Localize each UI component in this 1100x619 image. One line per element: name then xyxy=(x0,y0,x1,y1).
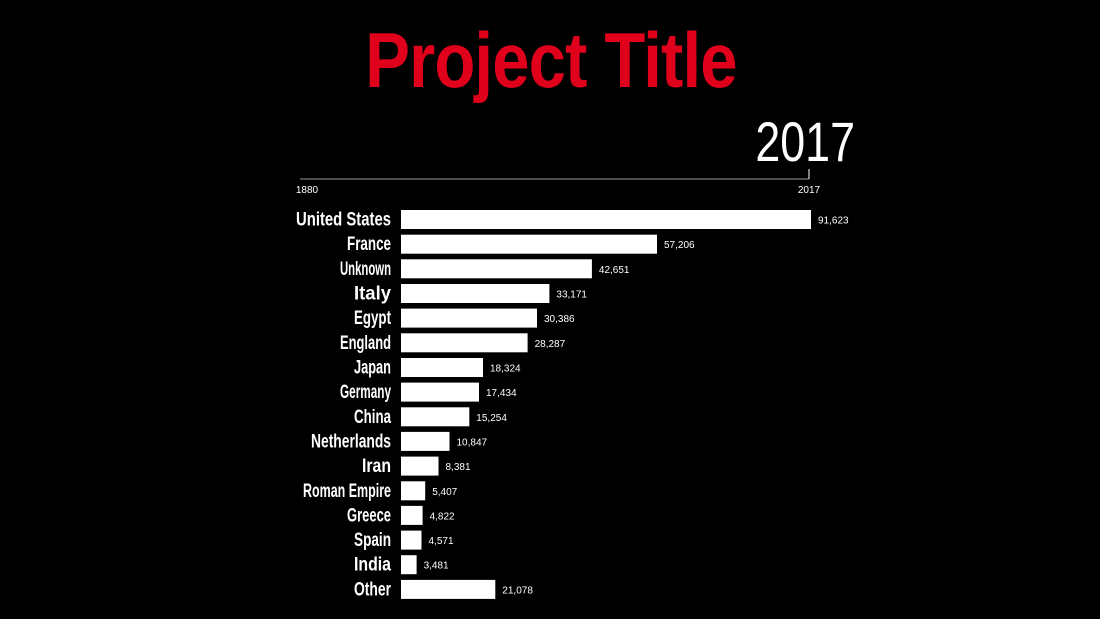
bar xyxy=(401,579,496,599)
category-label: Spain xyxy=(354,530,391,551)
value-label: 8,381 xyxy=(446,462,471,473)
value-label: 18,324 xyxy=(490,364,521,375)
bars-group: United States 91,623 France 57,206 Unknown 42… xyxy=(296,210,849,601)
timeline-start-label: 1880 xyxy=(296,185,319,196)
current-year-label: 2017 xyxy=(755,110,855,173)
bar xyxy=(401,234,657,254)
bar xyxy=(401,259,592,279)
value-label: 28,287 xyxy=(535,339,566,350)
value-label: 5,407 xyxy=(432,487,457,498)
timeline: 1880 2017 xyxy=(296,169,821,196)
bar xyxy=(401,210,811,229)
value-label: 57,206 xyxy=(664,240,695,251)
category-label: England xyxy=(340,333,391,354)
bar xyxy=(401,530,422,550)
category-label: China xyxy=(354,407,391,428)
bar xyxy=(401,358,483,377)
bar xyxy=(401,505,423,525)
bar xyxy=(401,333,528,353)
bar xyxy=(401,382,479,402)
bar xyxy=(401,555,417,575)
category-label: Egypt xyxy=(354,308,391,329)
value-label: 42,651 xyxy=(599,265,630,276)
category-label: Unknown xyxy=(340,259,391,280)
value-label: 4,822 xyxy=(430,511,455,522)
value-label: 10,847 xyxy=(457,437,488,448)
category-label: Greece xyxy=(347,505,391,526)
bar xyxy=(401,284,550,303)
value-label: 17,434 xyxy=(486,388,517,399)
bar xyxy=(401,456,439,476)
category-label: Germany xyxy=(340,382,391,403)
value-label: 15,254 xyxy=(476,413,507,424)
bar xyxy=(401,308,537,328)
category-label: France xyxy=(347,234,391,255)
category-label: Roman Empire xyxy=(303,481,391,502)
bar xyxy=(401,407,470,427)
timeline-end-label: 2017 xyxy=(798,185,821,196)
value-label: 91,623 xyxy=(818,216,849,227)
category-label: Iran xyxy=(362,456,391,477)
category-label: India xyxy=(354,555,391,576)
bar xyxy=(401,481,426,501)
category-label: Italy xyxy=(354,284,391,305)
value-label: 33,171 xyxy=(556,290,587,301)
value-label: 30,386 xyxy=(544,314,575,325)
page-title: Project Title xyxy=(365,16,737,104)
value-label: 4,571 xyxy=(429,536,454,547)
category-label: United States xyxy=(296,210,391,231)
category-label: Japan xyxy=(354,358,391,379)
value-label: 21,078 xyxy=(502,585,533,596)
category-label: Netherlands xyxy=(311,431,391,452)
value-label: 3,481 xyxy=(424,561,449,572)
bar xyxy=(401,431,450,451)
category-label: Other xyxy=(354,579,391,600)
